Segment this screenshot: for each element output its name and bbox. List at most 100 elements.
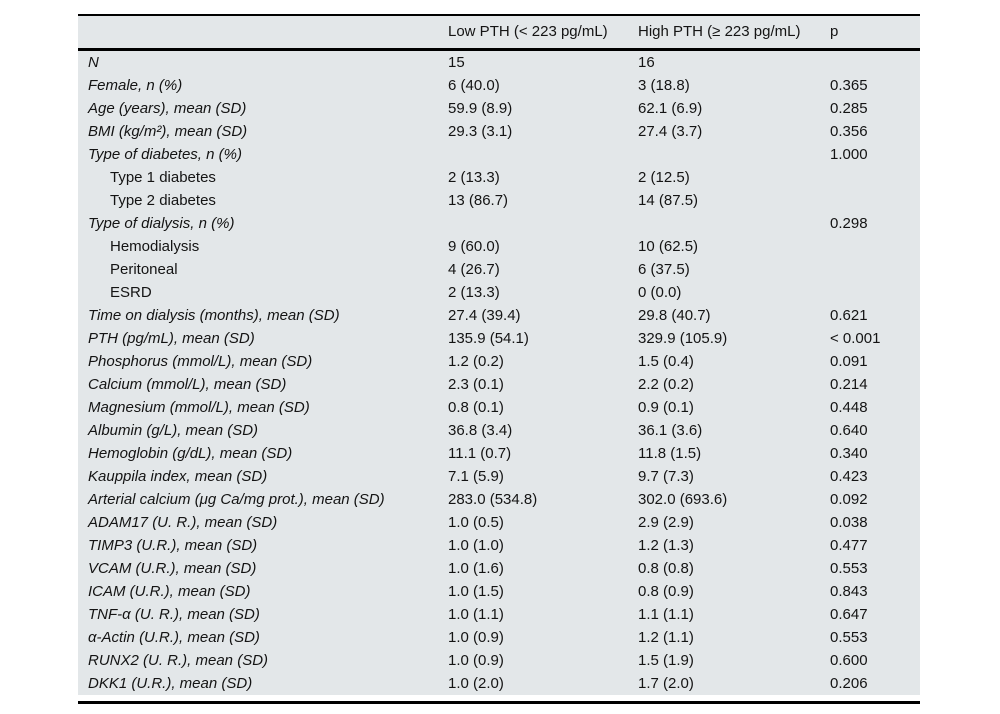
cell-high: 1.5 (1.9)	[638, 651, 694, 669]
table-header: Low PTH (< 223 pg/mL) High PTH (≥ 223 pg…	[78, 15, 920, 51]
cell-p: 0.356	[830, 122, 868, 140]
table-row: DKK1 (U.R.), mean (SD) 1.0 (2.0) 1.7 (2.0)…	[78, 672, 920, 695]
cell-p: 0.553	[830, 628, 868, 646]
cell-low: 2 (13.3)	[448, 283, 500, 301]
cell-low: 6 (40.0)	[448, 76, 500, 94]
table-row: Hemodialysis 9 (60.0) 10 (62.5)	[78, 235, 920, 258]
cell-p: < 0.001	[830, 329, 881, 347]
cell-high: 6 (37.5)	[638, 260, 690, 278]
cell-low	[448, 212, 638, 235]
table-body: N 15 16 Female, n (%) 6 (40.0) 3 (18.8) 0.365 A…	[78, 49, 920, 695]
row-label: Hemodialysis	[110, 237, 200, 255]
cell-p	[830, 189, 920, 212]
row-label: Phosphorus (mmol/L), mean (SD)	[88, 352, 313, 370]
cell-high: 36.1 (3.6)	[638, 421, 703, 439]
table-row: Calcium (mmol/L), mean (SD) 2.3 (0.1) 2.2 …	[78, 373, 920, 396]
cell-low	[448, 143, 638, 166]
cell-low: 1.2 (0.2)	[448, 352, 504, 370]
table-row: N 15 16	[78, 49, 920, 74]
cell-high: 27.4 (3.7)	[638, 122, 703, 140]
cell-high: 9.7 (7.3)	[638, 467, 694, 485]
cell-p: 0.640	[830, 421, 868, 439]
cell-low: 1.0 (1.6)	[448, 559, 504, 577]
table-row: PTH (pg/mL), mean (SD) 135.9 (54.1) 329.9 …	[78, 327, 920, 350]
cell-high: 2.9 (2.9)	[638, 513, 694, 531]
row-label: N	[88, 53, 99, 71]
cell-p: 0.448	[830, 398, 868, 416]
cell-high: 1.2 (1.1)	[638, 628, 694, 646]
table-row: Time on dialysis (months), mean (SD) 27.4…	[78, 304, 920, 327]
cell-low: 1.0 (0.9)	[448, 628, 504, 646]
table-row: TIMP3 (U.R.), mean (SD) 1.0 (1.0) 1.2 (1.3…	[78, 534, 920, 557]
row-label: VCAM (U.R.), mean (SD)	[88, 559, 257, 577]
cell-p: 0.206	[830, 674, 868, 692]
cell-high: 1.1 (1.1)	[638, 605, 694, 623]
cell-p: 0.600	[830, 651, 868, 669]
cell-low: 9 (60.0)	[448, 237, 500, 255]
cell-low: 36.8 (3.4)	[448, 421, 513, 439]
cell-low: 1.0 (1.5)	[448, 582, 504, 600]
table-row: Type 1 diabetes 2 (13.3) 2 (12.5)	[78, 166, 920, 189]
cell-low: 283.0 (534.8)	[448, 490, 538, 508]
header-low-pth: Low PTH (< 223 pg/mL)	[448, 15, 638, 51]
row-label: DKK1 (U.R.), mean (SD)	[88, 674, 253, 692]
cell-low: 7.1 (5.9)	[448, 467, 504, 485]
table-row: Hemoglobin (g/dL), mean (SD) 11.1 (0.7) 11…	[78, 442, 920, 465]
table-bottom-rule	[78, 700, 920, 704]
cell-low: 1.0 (1.1)	[448, 605, 504, 623]
table-row: ESRD 2 (13.3) 0 (0.0)	[78, 281, 920, 304]
cell-p: 1.000	[830, 145, 868, 163]
row-label: ADAM17 (U. R.), mean (SD)	[88, 513, 278, 531]
row-label: Kauppila index, mean (SD)	[88, 467, 268, 485]
table-row: BMI (kg/m²), mean (SD) 29.3 (3.1) 27.4 (3.…	[78, 120, 920, 143]
row-label: Type of dialysis, n (%)	[88, 214, 235, 232]
row-label: RUNX2 (U. R.), mean (SD)	[88, 651, 269, 669]
cell-high: 1.2 (1.3)	[638, 536, 694, 554]
row-label: Peritoneal	[110, 260, 178, 278]
table-row: RUNX2 (U. R.), mean (SD) 1.0 (0.9) 1.5 (1.…	[78, 649, 920, 672]
cell-low: 1.0 (1.0)	[448, 536, 504, 554]
cell-low: 2 (13.3)	[448, 168, 500, 186]
cell-low: 29.3 (3.1)	[448, 122, 513, 140]
cell-p: 0.285	[830, 99, 868, 117]
row-label: TIMP3 (U.R.), mean (SD)	[88, 536, 258, 554]
cell-low: 59.9 (8.9)	[448, 99, 513, 117]
cell-p: 0.553	[830, 559, 868, 577]
cell-p: 0.423	[830, 467, 868, 485]
table-row: Age (years), mean (SD) 59.9 (8.9) 62.1 (6.…	[78, 97, 920, 120]
row-label: BMI (kg/m²), mean (SD)	[88, 122, 248, 140]
row-label: Calcium (mmol/L), mean (SD)	[88, 375, 287, 393]
cell-low: 27.4 (39.4)	[448, 306, 521, 324]
cell-high: 329.9 (105.9)	[638, 329, 728, 347]
cell-p: 0.092	[830, 490, 868, 508]
row-label: ESRD	[110, 283, 152, 301]
cell-low: 1.0 (0.5)	[448, 513, 504, 531]
cell-p: 0.214	[830, 375, 868, 393]
cell-high: 29.8 (40.7)	[638, 306, 711, 324]
row-label: Type of diabetes, n (%)	[88, 145, 242, 163]
header-p-value: p	[830, 15, 920, 51]
cell-high: 2 (12.5)	[638, 168, 690, 186]
table-row: ICAM (U.R.), mean (SD) 1.0 (1.5) 0.8 (0.9)…	[78, 580, 920, 603]
cell-low: 135.9 (54.1)	[448, 329, 529, 347]
table-row: Albumin (g/L), mean (SD) 36.8 (3.4) 36.1 (…	[78, 419, 920, 442]
table-row: Peritoneal 4 (26.7) 6 (37.5)	[78, 258, 920, 281]
cell-high: 0.9 (0.1)	[638, 398, 694, 416]
header-high-pth: High PTH (≥ 223 pg/mL)	[638, 15, 830, 51]
table-row: TNF-α (U. R.), mean (SD) 1.0 (1.1) 1.1 (1.…	[78, 603, 920, 626]
row-label: Time on dialysis (months), mean (SD)	[88, 306, 340, 324]
row-label: Female, n (%)	[88, 76, 183, 94]
cell-low: 1.0 (2.0)	[448, 674, 504, 692]
cell-low: 15	[448, 53, 465, 71]
cell-p	[830, 281, 920, 304]
cell-high: 11.8 (1.5)	[638, 444, 702, 462]
cell-high: 0.8 (0.9)	[638, 582, 694, 600]
row-label: TNF-α (U. R.), mean (SD)	[88, 605, 260, 623]
table-row: ADAM17 (U. R.), mean (SD) 1.0 (0.5) 2.9 (2…	[78, 511, 920, 534]
cell-p: 0.843	[830, 582, 868, 600]
cell-p: 0.091	[830, 352, 868, 370]
table-row: Type 2 diabetes 13 (86.7) 14 (87.5)	[78, 189, 920, 212]
cell-low: 11.1 (0.7)	[448, 444, 512, 462]
row-label: PTH (pg/mL), mean (SD)	[88, 329, 255, 347]
header-row: Low PTH (< 223 pg/mL) High PTH (≥ 223 pg…	[78, 15, 920, 51]
